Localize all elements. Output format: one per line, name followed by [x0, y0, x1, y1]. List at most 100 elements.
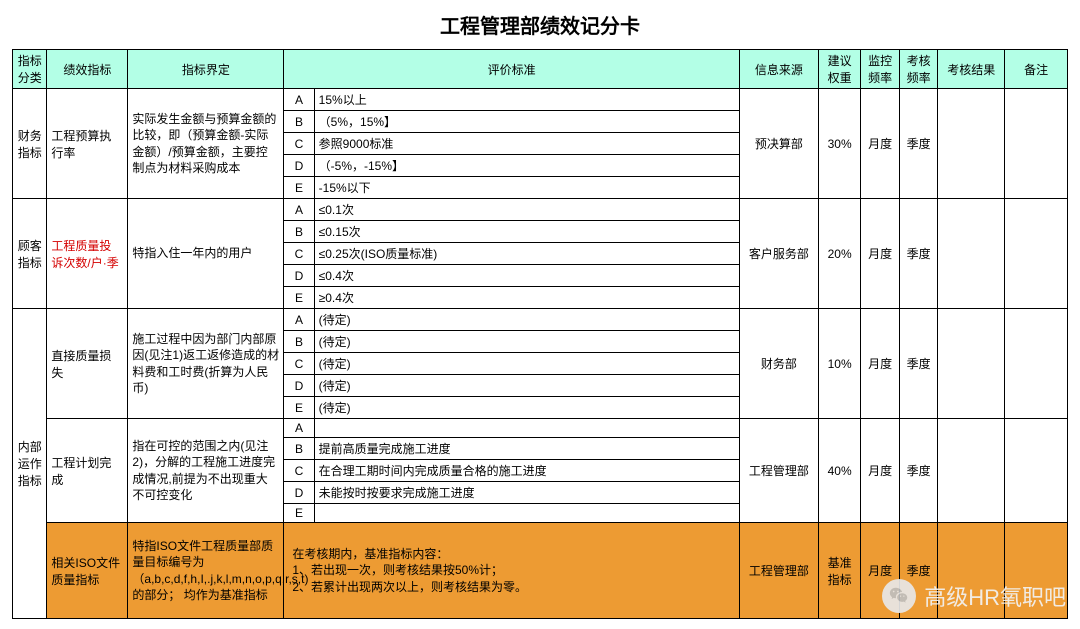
criteria-3-D: (待定): [314, 375, 739, 397]
remark-3: [1005, 309, 1068, 419]
indicator-5: 相关ISO文件质量指标: [47, 523, 128, 619]
result-4: [938, 419, 1005, 523]
col-indicator: 绩效指标: [47, 50, 128, 89]
source-3: 财务部: [739, 309, 818, 419]
criteria-4-D: 未能按时按要求完成施工进度: [314, 482, 739, 504]
criteria-4-E: [314, 504, 739, 523]
definition-5: 特指ISO文件工程质量部质量目标编号为（a,b,c,d,f,h,I,.j,k,l…: [128, 523, 284, 619]
grade-letter: B: [284, 331, 314, 353]
col-category: 指标分类: [13, 50, 47, 89]
remark-4: [1005, 419, 1068, 523]
table-row: 工程计划完成 指在可控的范围之内(见注2)，分解的工程施工进度完成情况,前提为不…: [13, 419, 1068, 438]
header-row: 指标分类 绩效指标 指标界定 评价标准 信息来源 建议权重 监控频率 考核频率 …: [13, 50, 1068, 89]
grade-letter: B: [284, 221, 314, 243]
scorecard-table: 指标分类 绩效指标 指标界定 评价标准 信息来源 建议权重 监控频率 考核频率 …: [12, 49, 1068, 619]
criteria-5: 在考核期内，基准指标内容： 1、若出现一次，则考核结果按50%计； 2、若累计出…: [284, 523, 740, 619]
grade-letter: B: [284, 111, 314, 133]
table-row: 财务指标 工程预算执行率 实际发生金额与预算金额的比较，即（预算金额-实际金额）…: [13, 89, 1068, 111]
grade-letter: A: [284, 199, 314, 221]
grade-letter: D: [284, 375, 314, 397]
definition-4: 指在可控的范围之内(见注2)，分解的工程施工进度完成情况,前提为不出现重大不可控…: [128, 419, 284, 523]
table-row-iso: 相关ISO文件质量指标 特指ISO文件工程质量部质量目标编号为（a,b,c,d,…: [13, 523, 1068, 619]
grade-letter: E: [284, 504, 314, 523]
col-source: 信息来源: [739, 50, 818, 89]
criteria-1-A: 15%以上: [314, 89, 739, 111]
grade-letter: E: [284, 397, 314, 419]
remark-5: [1005, 523, 1068, 619]
criteria-1-D: （-5%，-15%】: [314, 155, 739, 177]
criteria-1-E: -15%以下: [314, 177, 739, 199]
grade-letter: C: [284, 133, 314, 155]
criteria-2-E: ≥0.4次: [314, 287, 739, 309]
grade-letter: D: [284, 155, 314, 177]
criteria-2-A: ≤0.1次: [314, 199, 739, 221]
source-5: 工程管理部: [739, 523, 818, 619]
criteria-2-D: ≤0.4次: [314, 265, 739, 287]
criteria-1-C: 参照9000标准: [314, 133, 739, 155]
definition-2: 特指入住一年内的用户: [128, 199, 284, 309]
criteria-2-C: ≤0.25次(ISO质量标准): [314, 243, 739, 265]
page-title: 工程管理部绩效记分卡: [12, 10, 1068, 39]
criteria-3-E: (待定): [314, 397, 739, 419]
col-result: 考核结果: [938, 50, 1005, 89]
table-row: 顾客指标 工程质量投诉次数/户·季 特指入住一年内的用户 A ≤0.1次 客户服…: [13, 199, 1068, 221]
criteria-2-B: ≤0.15次: [314, 221, 739, 243]
source-2: 客户服务部: [739, 199, 818, 309]
grade-letter: A: [284, 89, 314, 111]
assess-4: 季度: [899, 419, 937, 523]
remark-1: [1005, 89, 1068, 199]
indicator-2: 工程质量投诉次数/户·季: [47, 199, 128, 309]
monitor-5: 月度: [861, 523, 899, 619]
criteria-3-A: (待定): [314, 309, 739, 331]
definition-3: 施工过程中因为部门内部原因(见注1)返工返修造成的材料费和工时费(折算为人民币): [128, 309, 284, 419]
grade-letter: B: [284, 438, 314, 460]
criteria-1-B: （5%，15%】: [314, 111, 739, 133]
criteria-3-C: (待定): [314, 353, 739, 375]
definition-1: 实际发生金额与预算金额的比较，即（预算金额-实际金额）/预算金额，主要控制点为材…: [128, 89, 284, 199]
monitor-3: 月度: [861, 309, 899, 419]
grade-letter: D: [284, 482, 314, 504]
category-internal: 内部运作指标: [13, 309, 47, 619]
result-1: [938, 89, 1005, 199]
grade-letter: D: [284, 265, 314, 287]
grade-letter: C: [284, 460, 314, 482]
col-definition: 指标界定: [128, 50, 284, 89]
col-criteria: 评价标准: [284, 50, 740, 89]
monitor-2: 月度: [861, 199, 899, 309]
category-financial: 财务指标: [13, 89, 47, 199]
category-customer: 顾客指标: [13, 199, 47, 309]
col-assess-freq: 考核频率: [899, 50, 937, 89]
source-4: 工程管理部: [739, 419, 818, 523]
assess-2: 季度: [899, 199, 937, 309]
criteria-4-C: 在合理工期时间内完成质量合格的施工进度: [314, 460, 739, 482]
result-3: [938, 309, 1005, 419]
weight-3: 10%: [818, 309, 861, 419]
indicator-1: 工程预算执行率: [47, 89, 128, 199]
monitor-1: 月度: [861, 89, 899, 199]
remark-2: [1005, 199, 1068, 309]
grade-letter: C: [284, 353, 314, 375]
grade-letter: E: [284, 287, 314, 309]
monitor-4: 月度: [861, 419, 899, 523]
assess-1: 季度: [899, 89, 937, 199]
grade-letter: A: [284, 309, 314, 331]
col-weight: 建议权重: [818, 50, 861, 89]
criteria-4-B: 提前高质量完成施工进度: [314, 438, 739, 460]
assess-3: 季度: [899, 309, 937, 419]
result-5: [938, 523, 1005, 619]
criteria-3-B: (待定): [314, 331, 739, 353]
result-2: [938, 199, 1005, 309]
weight-1: 30%: [818, 89, 861, 199]
indicator-3: 直接质量损失: [47, 309, 128, 419]
indicator-4: 工程计划完成: [47, 419, 128, 523]
grade-letter: E: [284, 177, 314, 199]
weight-5: 基准指标: [818, 523, 861, 619]
weight-4: 40%: [818, 419, 861, 523]
table-row: 内部运作指标 直接质量损失 施工过程中因为部门内部原因(见注1)返工返修造成的材…: [13, 309, 1068, 331]
weight-2: 20%: [818, 199, 861, 309]
grade-letter: C: [284, 243, 314, 265]
criteria-4-A: [314, 419, 739, 438]
source-1: 预决算部: [739, 89, 818, 199]
assess-5: 季度: [899, 523, 937, 619]
col-monitor-freq: 监控频率: [861, 50, 899, 89]
